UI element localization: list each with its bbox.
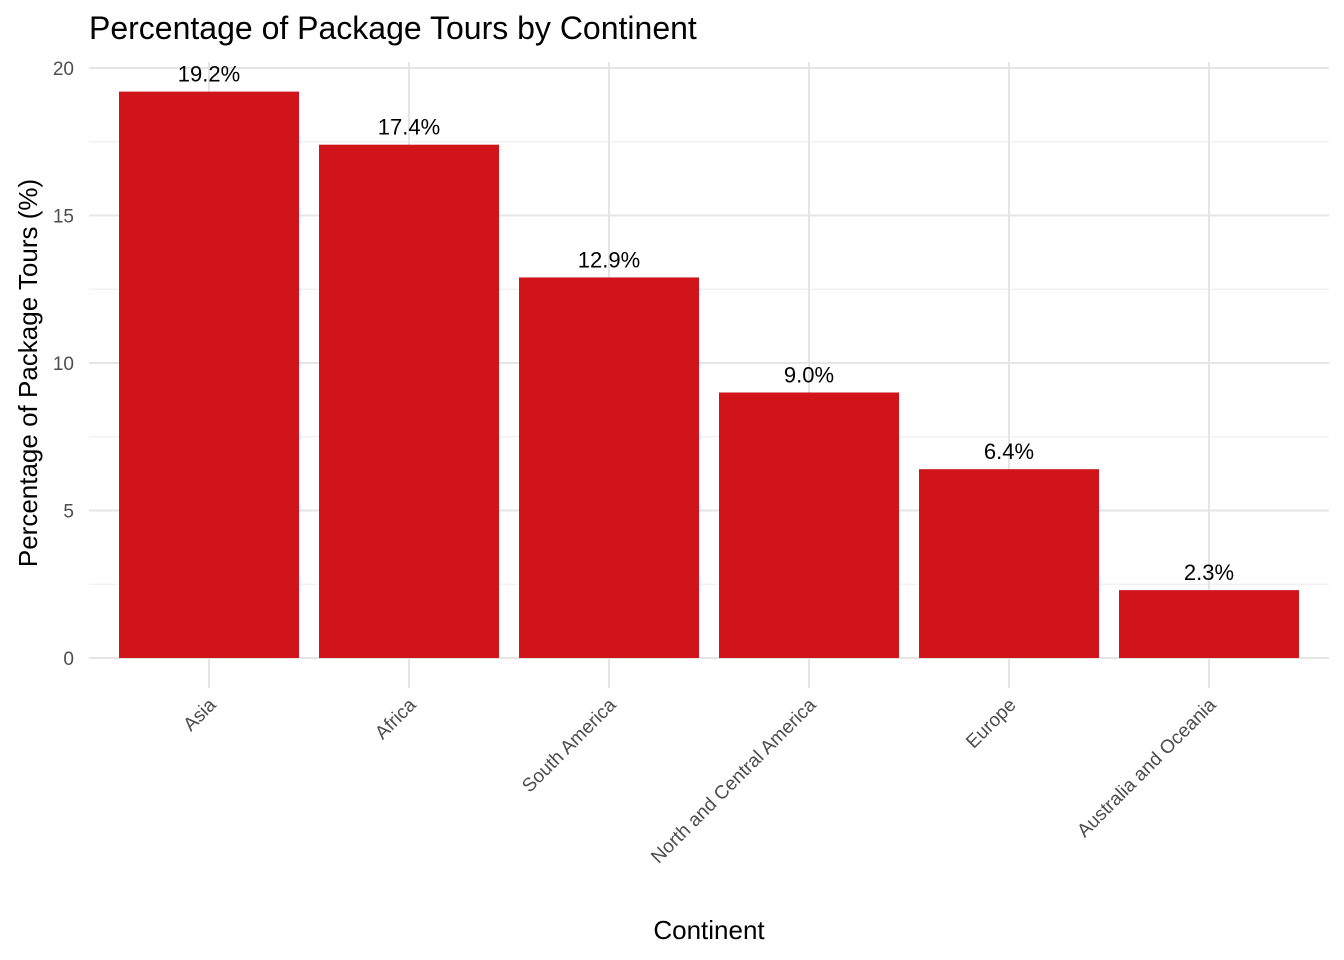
y-axis-title: Percentage of Package Tours (%)	[13, 179, 43, 567]
bar-value-label: 6.4%	[984, 439, 1034, 464]
y-axis-ticks: 0 5 10 15 20	[53, 59, 74, 670]
bar	[519, 277, 699, 658]
bar-value-label: 17.4%	[378, 115, 440, 140]
x-tick-label: Australia and Oceania	[1073, 694, 1220, 841]
bar-value-label: 2.3%	[1184, 560, 1234, 585]
x-axis-title: Continent	[653, 915, 765, 945]
y-tick-label: 15	[53, 207, 74, 228]
bar-value-label: 12.9%	[578, 247, 640, 272]
bar	[119, 91, 299, 659]
bar	[719, 392, 899, 658]
x-tick-label: Asia	[180, 694, 221, 735]
y-tick-label: 0	[63, 649, 74, 670]
x-tick-label: South America	[518, 694, 621, 797]
bar	[319, 144, 499, 658]
data-labels: 19.2% 17.4% 12.9% 9.0% 6.4% 2.3%	[178, 62, 1234, 586]
y-tick-label: 20	[53, 59, 74, 80]
x-axis-ticks: Asia Africa South America North and Central…	[180, 694, 1221, 867]
y-tick-label: 10	[53, 354, 74, 375]
bar	[919, 469, 1099, 658]
bars	[119, 91, 1299, 659]
x-tick-label: North and Central America	[647, 694, 820, 867]
bar-value-label: 9.0%	[784, 363, 834, 388]
bar-value-label: 19.2%	[178, 62, 240, 87]
chart-title: Percentage of Package Tours by Continent	[89, 10, 697, 46]
x-tick-label: Africa	[371, 694, 420, 743]
y-tick-label: 5	[63, 502, 74, 523]
x-tick-label: Europe	[962, 695, 1020, 753]
bar	[1119, 590, 1299, 658]
